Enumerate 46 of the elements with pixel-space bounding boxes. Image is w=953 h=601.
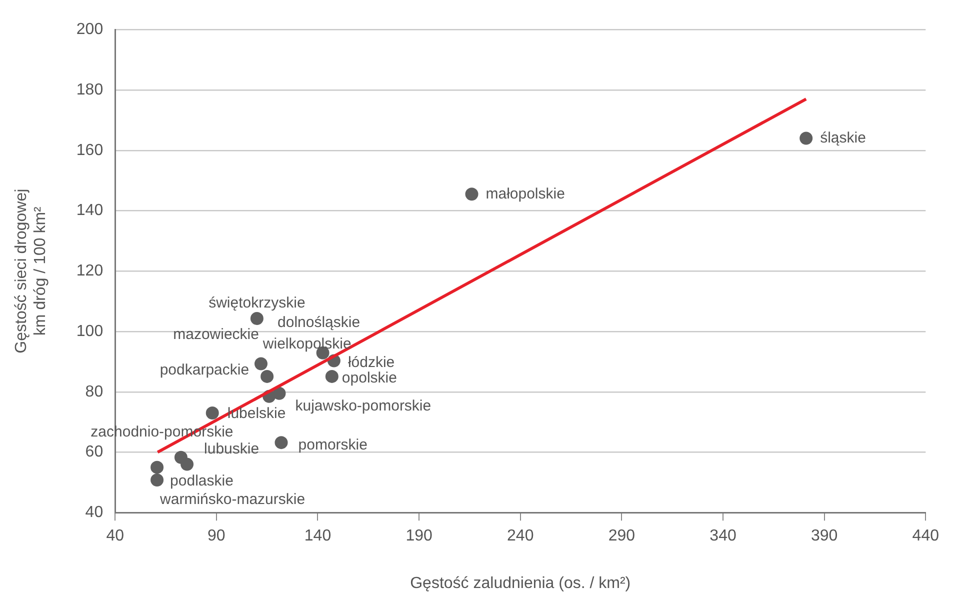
x-tick-label: 190 [406, 528, 432, 545]
x-tick-label: 240 [507, 528, 534, 545]
y-tick-label: 200 [76, 21, 104, 38]
point [272, 386, 286, 400]
annotation: mazowieckie [173, 326, 259, 343]
annotation: lubuskie [204, 440, 260, 458]
annotation: podkarpackie [160, 362, 250, 379]
annotation: warmińsko-mazurskie [159, 491, 306, 508]
x-tick-label: 390 [810, 528, 838, 545]
point [260, 370, 274, 383]
y-tick-label: 60 [85, 444, 104, 461]
y-tick-label: 180 [76, 81, 104, 98]
annotation: dolnośląskie [278, 314, 360, 332]
point [180, 458, 194, 471]
annotation: śląskie [820, 129, 866, 146]
point [325, 370, 338, 383]
x-tick-label: 440 [912, 528, 940, 545]
y-axis-title: Gęstość sieci drogowej km dróg / 100 km² [13, 188, 50, 354]
y-tick-label: 80 [85, 383, 104, 400]
annotation: małopolskie [486, 185, 565, 202]
point [465, 188, 478, 201]
point [250, 312, 264, 325]
point [150, 460, 164, 474]
x-tick-label: 40 [106, 528, 124, 545]
y-tick-label: 100 [76, 322, 104, 340]
annotation: opolskie [342, 370, 397, 387]
point [206, 406, 219, 420]
point [800, 132, 813, 145]
annotation: pomorskie [298, 436, 368, 454]
y-tick-label: 40 [85, 504, 104, 522]
y-tick-label: 160 [76, 142, 104, 159]
x-tick-label: 90 [208, 528, 226, 545]
annotation: podlaskie [170, 472, 234, 490]
annotation: lubelskie [227, 405, 286, 422]
x-axis-title: Gęstość zaludnienia (os. / km²) [410, 574, 631, 592]
point [274, 436, 288, 450]
y-tick-label: 120 [76, 262, 104, 280]
y-tick-label: 140 [76, 202, 104, 220]
annotation: łódzkie [348, 354, 395, 371]
x-tick-label: 340 [710, 528, 736, 545]
point [150, 474, 164, 486]
annotation: świętokrzyskie [208, 294, 306, 312]
x-tick-label: 290 [608, 528, 636, 545]
point [254, 357, 268, 370]
annotation: kujawsko-pomorskie [295, 398, 432, 414]
x-tick-label: 140 [304, 528, 332, 545]
